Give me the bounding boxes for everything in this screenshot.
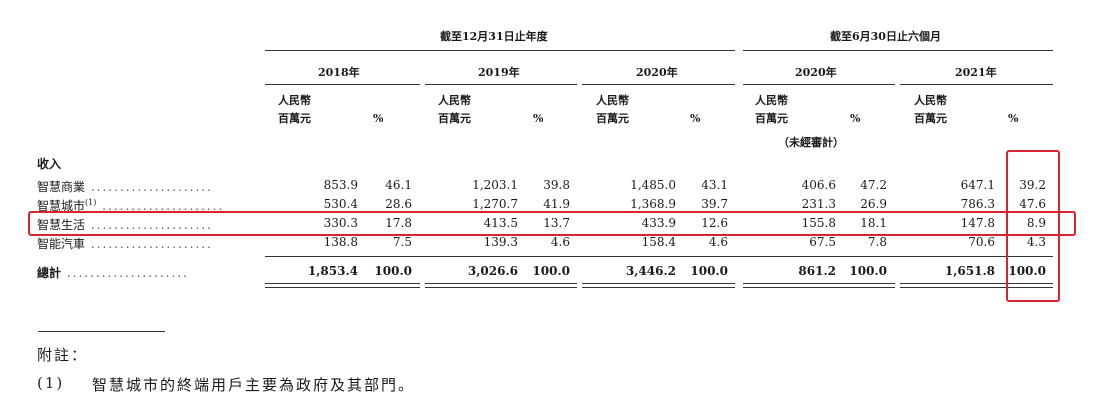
year-header: 2020年 (795, 66, 837, 79)
row-value-cell: 7.8 (867, 235, 887, 249)
row-value-cell: 7.5 (392, 235, 412, 249)
unit-header: 人民幣 百萬元 (596, 94, 629, 125)
row-value-cell: 433.9 (641, 216, 676, 230)
unaudited-label: （未經審計） (778, 136, 844, 149)
row-value-cell: 8.9 (1026, 216, 1046, 230)
unit-header: 人民幣 百萬元 (278, 94, 311, 125)
double-rule-line (900, 283, 1053, 284)
row-value-cell: 647.1 (960, 178, 995, 192)
row-label: 智慧商業 ..................... (37, 180, 213, 194)
group-underline-half-year (743, 50, 1053, 51)
row-value-cell: 4.3 (1026, 235, 1046, 249)
row-value-cell: 43.1 (701, 178, 728, 192)
row-value-cell: 406.6 (801, 178, 836, 192)
row-value-cell: 39.2 (1019, 178, 1046, 192)
pct-header: % (533, 112, 544, 125)
total-top-rule (265, 256, 1053, 257)
double-rule-line (265, 283, 420, 284)
row-value-cell: 12.6 (701, 216, 728, 230)
year-header: 2021年 (955, 66, 997, 79)
pct-header: % (850, 112, 861, 125)
row-value-cell: 4.6 (550, 235, 570, 249)
double-rule-line (900, 287, 1053, 288)
note-number: (1) (37, 374, 65, 392)
row-value-cell: 28.6 (385, 197, 412, 211)
year-underline (582, 84, 735, 85)
total-value-cell: 100.0 (1008, 264, 1046, 278)
row-value-cell: 47.2 (860, 178, 887, 192)
row-value-cell: 67.5 (809, 235, 836, 249)
row-value-cell: 26.9 (860, 197, 887, 211)
row-value-cell: 231.3 (801, 197, 836, 211)
row-value-cell: 70.6 (968, 235, 995, 249)
total-label: 總計 ..................... (37, 266, 189, 280)
pct-header: % (373, 112, 384, 125)
highlight-box-2021-pct-column (1006, 150, 1060, 302)
unit-header: 人民幣 百萬元 (755, 94, 788, 125)
double-rule-line (425, 287, 577, 288)
row-value-cell: 1,270.7 (472, 197, 518, 211)
unit-header: 人民幣 百萬元 (914, 94, 947, 125)
header-group-half-year: 截至6月30日止六個月 (830, 30, 941, 43)
year-underline (425, 84, 577, 85)
row-value-cell: 18.1 (860, 216, 887, 230)
year-underline (265, 84, 420, 85)
row-value-cell: 853.9 (323, 178, 358, 192)
row-value-cell: 41.9 (543, 197, 570, 211)
row-value-cell: 530.4 (323, 197, 358, 211)
double-rule-line (582, 287, 735, 288)
pct-header: % (1008, 112, 1019, 125)
unit-header: 人民幣 百萬元 (438, 94, 471, 125)
row-label: 智慧城市(1) ..................... (37, 198, 225, 213)
total-value-cell: 861.2 (798, 264, 836, 278)
row-value-cell: 139.3 (483, 235, 518, 249)
total-value-cell: 3,026.6 (467, 264, 518, 278)
total-value-cell: 100.0 (849, 264, 887, 278)
year-header: 2018年 (318, 66, 360, 79)
double-rule-line (425, 283, 577, 284)
total-value-cell: 3,446.2 (625, 264, 676, 278)
double-rule-line (582, 283, 735, 284)
row-value-cell: 1,368.9 (630, 197, 676, 211)
year-underline (900, 84, 1053, 85)
row-value-cell: 13.7 (543, 216, 570, 230)
pct-header: % (690, 112, 701, 125)
total-value-cell: 100.0 (374, 264, 412, 278)
row-value-cell: 17.8 (385, 216, 412, 230)
notes-divider (38, 331, 165, 332)
double-rule-line (743, 283, 895, 284)
total-value-cell: 1,853.4 (307, 264, 358, 278)
row-value-cell: 39.7 (701, 197, 728, 211)
row-value-cell: 46.1 (385, 178, 412, 192)
header-group-annual: 截至12月31日止年度 (440, 30, 548, 43)
year-header: 2019年 (478, 66, 520, 79)
group-underline-annual (265, 50, 735, 51)
year-underline (743, 84, 895, 85)
row-value-cell: 330.3 (323, 216, 358, 230)
row-value-cell: 1,485.0 (630, 178, 676, 192)
total-value-cell: 1,651.8 (944, 264, 995, 278)
row-value-cell: 147.8 (960, 216, 995, 230)
row-value-cell: 138.8 (323, 235, 358, 249)
row-value-cell: 39.8 (543, 178, 570, 192)
total-value-cell: 100.0 (532, 264, 570, 278)
double-rule-line (265, 287, 420, 288)
row-value-cell: 4.6 (708, 235, 728, 249)
note-text: 智慧城市的終端用戶主要為政府及其部門。 (92, 376, 416, 394)
row-value-cell: 158.4 (641, 235, 676, 249)
row-value-cell: 47.6 (1019, 197, 1046, 211)
row-value-cell: 413.5 (483, 216, 518, 230)
year-header: 2020年 (636, 66, 678, 79)
double-rule-line (743, 287, 895, 288)
row-value-cell: 155.8 (801, 216, 836, 230)
notes-heading: 附註： (37, 346, 89, 364)
row-value-cell: 1,203.1 (472, 178, 518, 192)
highlight-box-smart-living-row (28, 211, 1076, 236)
row-value-cell: 786.3 (960, 197, 995, 211)
row-label: 智慧生活 ..................... (37, 218, 213, 232)
total-value-cell: 100.0 (690, 264, 728, 278)
section-label-revenue: 收入 (37, 157, 62, 171)
row-label: 智能汽車 ..................... (37, 237, 213, 251)
